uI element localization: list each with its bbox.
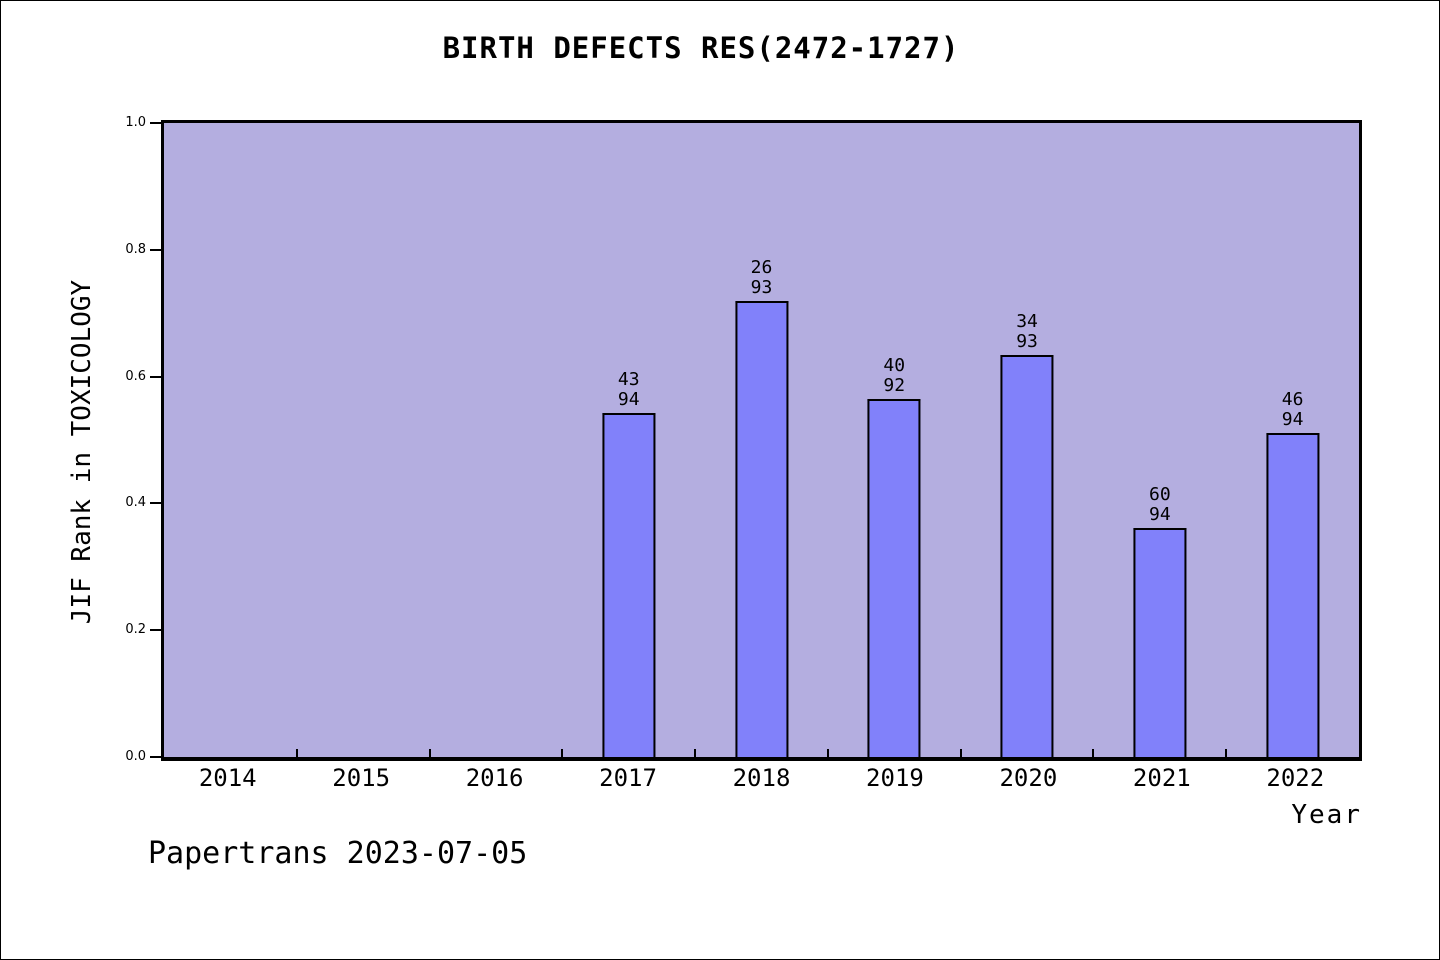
x-tick-label: 2022: [1266, 764, 1325, 792]
bar: [1133, 527, 1187, 757]
y-tick-label: 0.0: [125, 749, 146, 764]
x-minor-tick: [959, 749, 962, 757]
footer-text: Papertrans 2023-07-05: [148, 836, 528, 871]
y-tick-mark: [150, 122, 161, 124]
x-minor-tick: [1225, 749, 1228, 757]
chart-title: BIRTH DEFECTS RES(2472-1727): [442, 31, 960, 65]
y-axis-label: JIF Rank in TOXICOLOGY: [67, 279, 97, 625]
bar-value-label: 46 94: [1282, 390, 1304, 430]
bar-value-label: 40 92: [883, 354, 906, 396]
x-tick-label: 2017: [599, 764, 657, 792]
bar: [867, 398, 921, 757]
x-minor-tick: [694, 749, 697, 757]
x-tick-label: 2015: [332, 764, 391, 792]
x-tick-label: 2016: [465, 764, 524, 792]
y-tick-mark: [150, 629, 161, 632]
x-minor-tick: [428, 749, 431, 757]
bar: [602, 412, 656, 757]
bar-rank-value: 60: [1148, 483, 1171, 505]
y-tick-mark: [150, 756, 161, 758]
plot-area: 0.0 0.2 0.4 0.6 0.8 1.0 43 94 26 93 40 92 34 93 60 94 46…: [125, 115, 1362, 764]
bar-value-label: 26 93: [750, 256, 773, 298]
x-tick-label: 2020: [999, 764, 1058, 792]
x-minor-tick: [1092, 749, 1095, 757]
bar-rank-value: 43: [617, 368, 640, 390]
bar: [1000, 355, 1054, 757]
bar: [734, 300, 789, 757]
y-tick-label: 0.6: [125, 368, 146, 384]
bar-total-value: 93: [1016, 331, 1038, 353]
x-tick-label: 2018: [732, 764, 791, 792]
x-axis-label: Year: [1291, 800, 1362, 830]
bar-rank-value: 26: [750, 256, 773, 278]
y-tick-mark: [150, 375, 161, 378]
bar-total-value: 94: [1281, 409, 1304, 431]
bar-total-value: 92: [883, 374, 906, 396]
bar-value-label: 34 93: [1016, 312, 1038, 352]
x-minor-tick: [295, 749, 298, 757]
bar-rank-value: 46: [1281, 389, 1304, 411]
y-tick-label: 1.0: [125, 115, 146, 130]
y-tick-mark: [150, 248, 161, 251]
x-tick-label: 2019: [866, 764, 924, 792]
x-minor-tick: [826, 749, 829, 757]
bar-rank-value: 34: [1016, 311, 1038, 333]
bar: [1266, 433, 1320, 757]
bar-total-value: 93: [750, 276, 773, 298]
x-tick-label: 2014: [198, 764, 257, 792]
bar-value-label: 60 94: [1148, 483, 1171, 525]
bar-total-value: 94: [1148, 503, 1171, 525]
x-tick-label: 2021: [1132, 764, 1191, 792]
y-tick-label: 0.4: [125, 495, 146, 511]
y-tick-label: 0.8: [125, 241, 146, 257]
y-tick-label: 0.2: [125, 622, 146, 638]
x-axis: 2014 2015 2016 2017 2018 2019 2020 2021 2022: [161, 764, 1362, 794]
bar-total-value: 94: [617, 388, 640, 410]
bar-value-label: 43 94: [617, 368, 640, 410]
bar-rank-value: 40: [883, 354, 906, 376]
y-tick-mark: [150, 502, 161, 505]
x-minor-tick: [561, 749, 564, 757]
